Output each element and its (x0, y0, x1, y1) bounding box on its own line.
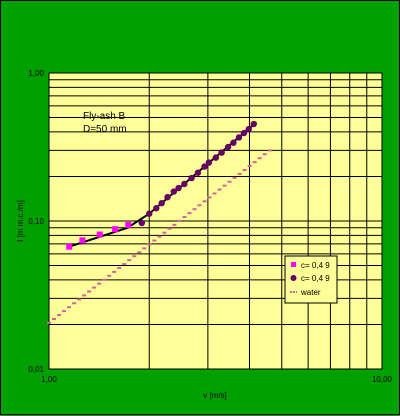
series-2-point (170, 188, 177, 195)
water-point (102, 278, 107, 281)
water-point (142, 247, 147, 250)
water-point (117, 266, 122, 269)
water-point (242, 168, 247, 171)
water-series (47, 149, 272, 324)
water-point (107, 274, 112, 277)
water-point (52, 317, 57, 320)
series-2-point (188, 174, 195, 182)
water-point (132, 255, 137, 258)
water-point (182, 216, 187, 219)
water-point (97, 282, 102, 285)
water-point (232, 176, 237, 179)
x-tick-label-10: 10,00 (372, 375, 393, 384)
y-tick-label-1-00: 1,00 (28, 69, 44, 78)
series-2-point (235, 134, 243, 141)
series-2-point (164, 193, 171, 201)
grid (49, 73, 382, 369)
legend-label-water: water (300, 288, 321, 297)
water-point (207, 196, 212, 199)
series-2-point (240, 129, 248, 137)
series-2-point (153, 205, 160, 212)
water-point (82, 294, 87, 297)
legend-label-series-2: c= 0,4 9 (301, 274, 330, 283)
series-2-point (212, 154, 220, 161)
series-2-point (245, 125, 252, 133)
water-point (247, 165, 252, 168)
water-point (217, 188, 222, 191)
water-point (147, 243, 152, 246)
water-point (187, 212, 192, 215)
water-point (227, 180, 232, 183)
series-2-point (201, 163, 208, 170)
water-point (62, 310, 67, 313)
water-point (87, 290, 92, 293)
water-point (197, 204, 202, 207)
water-point (252, 161, 257, 164)
series-2-point (146, 210, 153, 217)
water-point (122, 263, 127, 266)
series-2-point (250, 120, 257, 128)
legend-marker-series-1 (291, 262, 296, 267)
series-1-point (125, 221, 132, 228)
water-point (112, 270, 117, 273)
water-point (157, 235, 162, 238)
x-axis-label: v [m/s] (203, 391, 227, 400)
series-2-point (181, 180, 188, 188)
water-point (67, 306, 72, 309)
water-point (47, 321, 51, 324)
water-point (262, 153, 267, 156)
series-1-point (66, 243, 73, 250)
water-point (92, 286, 97, 289)
water-point (257, 157, 262, 160)
annotation-diameter: D=50 mm (83, 124, 127, 135)
water-point (167, 227, 172, 230)
y-tick-label-0-01: 0,01 (28, 365, 44, 374)
series-1-point (112, 226, 119, 233)
series-1 (66, 221, 132, 250)
legend-label-series-1: c= 0,4 9 (301, 261, 330, 270)
series-2-point (218, 149, 225, 156)
series-2-point (138, 219, 146, 227)
series-2-point (224, 143, 232, 151)
x-tick-label-1: 1,00 (41, 375, 57, 384)
water-point (222, 184, 227, 187)
water-point (57, 314, 62, 317)
water-point (267, 149, 272, 152)
series-2 (138, 120, 257, 227)
annotation-material: Fly-ash B (83, 111, 126, 122)
water-point (177, 219, 182, 222)
water-point (192, 208, 197, 211)
water-point (212, 192, 217, 195)
water-point (172, 223, 177, 226)
water-point (137, 251, 142, 254)
legend: c= 0,4 9 c= 0,4 9 water (284, 255, 338, 304)
water-point (127, 259, 132, 262)
series-2-point (158, 199, 165, 207)
water-point (152, 239, 157, 242)
series-1-point (79, 237, 86, 244)
y-axis-label: I [m m.c./m] (16, 200, 25, 242)
series-2-point (175, 184, 182, 192)
water-point (77, 298, 82, 301)
series-2-point (194, 169, 202, 176)
water-point (202, 200, 207, 203)
water-point (237, 172, 242, 175)
water-point (72, 302, 77, 305)
series-2-point (205, 159, 213, 166)
series-1-point (96, 231, 103, 238)
legend-marker-series-2 (290, 275, 297, 281)
series-2-point (230, 139, 237, 146)
y-tick-label-0-10: 0,10 (28, 217, 44, 226)
water-point (162, 231, 167, 234)
